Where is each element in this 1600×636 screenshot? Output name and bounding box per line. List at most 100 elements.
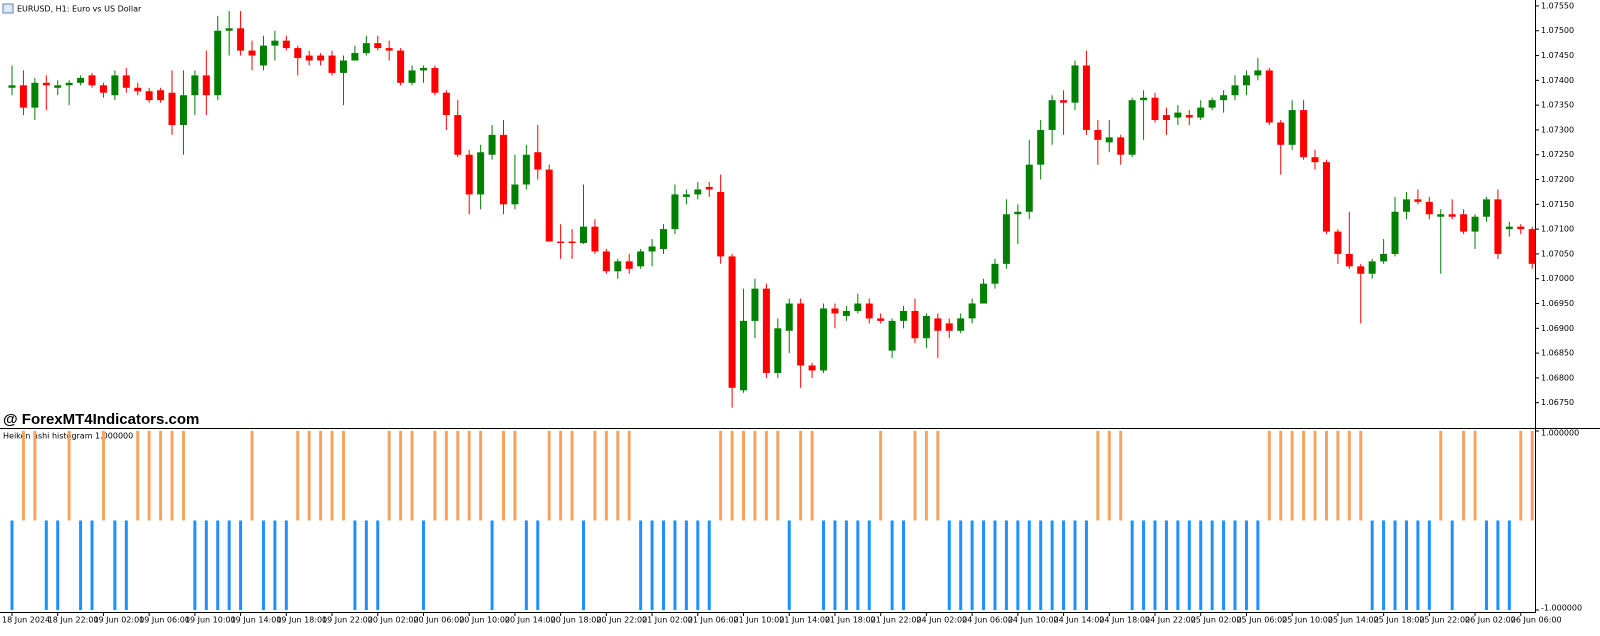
candle-body: [1128, 100, 1136, 155]
time-label: 24 Jun 10:00: [1008, 616, 1059, 625]
histogram-bar: [1050, 520, 1054, 610]
time-label: 19 Jun 18:00: [276, 616, 327, 625]
candle-body: [42, 82, 50, 86]
candle-body: [419, 67, 427, 71]
histogram-bar: [387, 431, 391, 521]
histogram-bar: [524, 520, 528, 610]
histogram-bar: [239, 520, 243, 610]
histogram-bar: [582, 520, 585, 610]
candle-body: [602, 251, 610, 272]
price-label: 1.07300: [1541, 125, 1574, 134]
histogram-bar: [787, 520, 791, 610]
candle-body: [1494, 199, 1502, 254]
candle-body: [511, 184, 519, 205]
time-label: 19 Jun 06:00: [139, 616, 190, 625]
candle-body: [465, 154, 473, 195]
candle-body: [762, 288, 770, 373]
candle-body: [660, 229, 668, 249]
histogram-bar: [1222, 520, 1226, 610]
histogram-bar: [1062, 520, 1066, 610]
candle-body: [1174, 112, 1182, 118]
histogram-bar: [101, 431, 105, 521]
price-label: 1.07500: [1541, 26, 1574, 35]
histogram-bar: [547, 431, 551, 521]
histogram-bar: [490, 520, 494, 610]
histogram-bar: [570, 431, 574, 521]
candle-body: [1014, 211, 1022, 215]
candle-body: [1277, 122, 1285, 145]
candle-body: [1162, 115, 1170, 121]
histogram-bar: [856, 520, 860, 610]
histogram-bar: [364, 520, 368, 610]
price-label: 1.07350: [1541, 101, 1574, 110]
histogram-bar: [822, 520, 826, 610]
time-label: 19 Jun 22:00: [322, 616, 373, 625]
histogram-bar: [1004, 520, 1008, 610]
histogram-bar: [982, 520, 986, 610]
candle-body: [1071, 65, 1079, 103]
histogram-bar: [627, 431, 631, 521]
histogram-bar: [1016, 520, 1020, 610]
candle-body: [442, 92, 450, 116]
candle-body: [362, 43, 370, 54]
histogram-bar: [753, 431, 757, 521]
histogram-bar: [261, 520, 265, 610]
candle-body: [911, 310, 919, 339]
candle-body: [339, 60, 347, 73]
candle-body: [8, 85, 16, 88]
histogram-bar: [159, 431, 163, 521]
candle-body: [637, 251, 645, 267]
time-label: 21 Jun 02:00: [642, 616, 693, 625]
histogram-bar: [913, 431, 917, 521]
histogram-bar: [1267, 431, 1271, 521]
histogram-bar: [227, 520, 231, 610]
time-label: 20 Jun 02:00: [368, 616, 419, 625]
histogram-bar: [21, 431, 25, 521]
histogram-bar: [1416, 520, 1420, 610]
time-label: 24 Jun 18:00: [1099, 616, 1150, 625]
candle-body: [568, 241, 576, 244]
candle-body: [728, 256, 736, 388]
histogram-bar: [593, 431, 597, 521]
candle-body: [545, 169, 553, 242]
candle-body: [191, 75, 199, 96]
histogram-bar: [799, 431, 803, 521]
time-label: 19 Jun 10:00: [185, 616, 236, 625]
histogram-bar: [44, 520, 48, 610]
histogram-bar: [662, 520, 666, 610]
histogram-bar: [730, 431, 734, 521]
candle-body: [1437, 214, 1445, 217]
time-label: 25 Jun 14:00: [1328, 616, 1379, 625]
histogram-bar: [204, 520, 208, 610]
candle-body: [945, 323, 953, 331]
candle-body: [1220, 95, 1228, 101]
time-label: 25 Jun 06:00: [1236, 616, 1287, 625]
histogram-bar: [696, 520, 700, 610]
candle-body: [865, 303, 873, 319]
histogram-bar: [399, 431, 403, 521]
candle-body: [374, 43, 382, 49]
time-label: 25 Jun 18:00: [1374, 616, 1425, 625]
histogram-bar: [1176, 520, 1180, 610]
histogram-bar: [970, 520, 974, 610]
histogram-bar: [1473, 431, 1477, 521]
histogram-bar: [833, 520, 837, 610]
candle-body: [214, 30, 222, 96]
candle-body: [454, 115, 462, 155]
histogram-bar: [1404, 520, 1408, 610]
histogram-bar: [936, 431, 940, 521]
time-label: 25 Jun 10:00: [1282, 616, 1333, 625]
candle-body: [1391, 211, 1399, 254]
candle-body: [88, 75, 96, 86]
histogram-bar: [684, 520, 688, 610]
candle-body: [534, 152, 542, 170]
symbol-icon: [2, 3, 14, 14]
candle-body: [397, 50, 405, 83]
candle-body: [1448, 214, 1456, 217]
histogram-bar: [993, 520, 997, 610]
histogram-bar: [421, 520, 425, 610]
histogram-bar: [376, 520, 380, 610]
time-label: 24 Jun 22:00: [1145, 616, 1196, 625]
histogram-bar: [959, 520, 963, 610]
